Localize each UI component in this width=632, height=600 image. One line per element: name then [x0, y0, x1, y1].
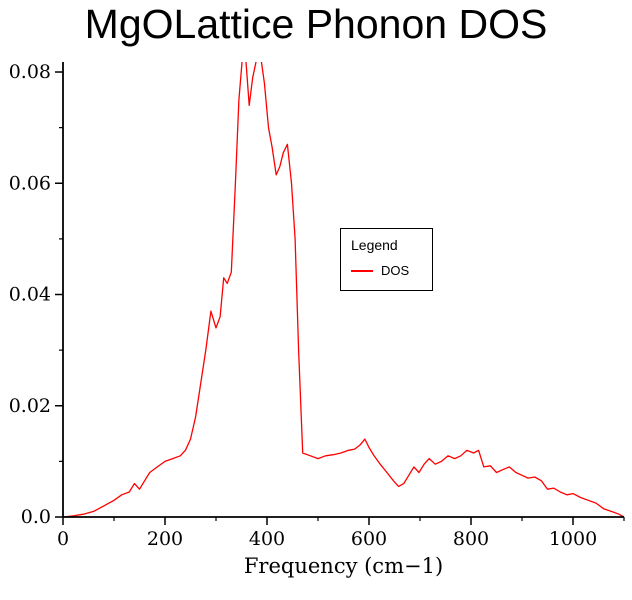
x-tick-label: 600 — [351, 528, 387, 550]
x-tick-label: 1000 — [549, 528, 597, 550]
y-tick-label: 0.04 — [9, 284, 51, 306]
x-tick-label: 400 — [249, 528, 285, 550]
y-tick-label: 0.08 — [9, 61, 51, 83]
legend-line-sample — [351, 269, 373, 272]
y-tick-label: 0.02 — [9, 395, 51, 417]
y-tick-label: 0.0 — [21, 506, 51, 528]
x-tick-label: 0 — [57, 528, 69, 550]
legend: Legend DOS — [340, 228, 433, 291]
y-tick-label: 0.06 — [9, 172, 51, 194]
dos-curve — [63, 62, 624, 517]
x-axis-label: Frequency (cm−1) — [243, 554, 444, 578]
legend-entry-label: DOS — [381, 263, 410, 278]
x-tick-label: 800 — [453, 528, 489, 550]
legend-title: Legend — [351, 237, 398, 253]
x-tick-label: 200 — [147, 528, 183, 550]
chart-title: MgOLattice Phonon DOS — [84, 1, 548, 47]
legend-entry: DOS — [351, 263, 422, 278]
